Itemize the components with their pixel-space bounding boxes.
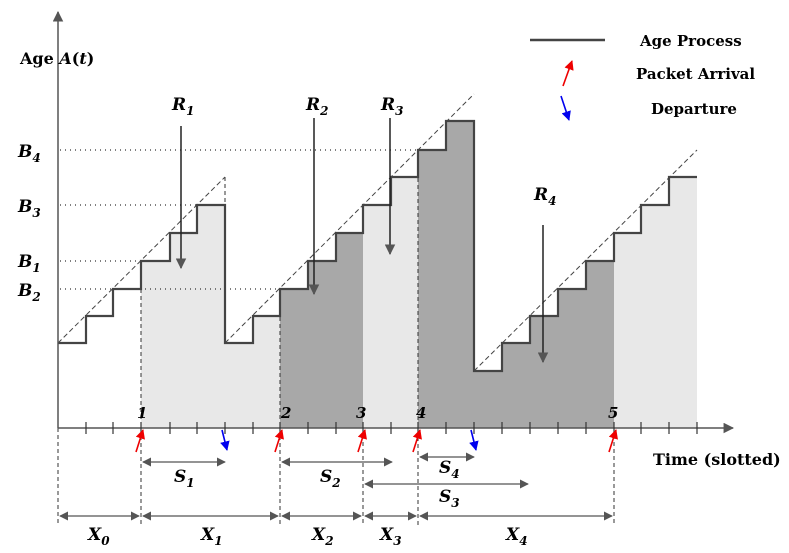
arrival-label-2: 2 (280, 404, 291, 422)
x2-label: X2 (311, 525, 334, 548)
x4-label: X4 (505, 525, 528, 548)
interval-labels: X0 X1 X2 X3 X4 (87, 525, 528, 548)
y-tick-b2: B2 (17, 281, 41, 304)
level-guides (60, 149, 418, 290)
legend: Age Process Packet Arrival Departure (530, 32, 755, 118)
x3-label: X3 (379, 525, 402, 548)
arrival-arrow-4 (412, 429, 422, 453)
departure-arrow-2 (469, 429, 479, 451)
region-dark-2 (280, 233, 363, 428)
arrival-label-5: 5 (608, 404, 618, 422)
shaded-regions (141, 121, 697, 428)
r4-label: R4 (533, 185, 557, 208)
y-tick-b1: B1 (17, 252, 41, 275)
r1-label: R1 (171, 95, 195, 118)
r3-label: R3 (380, 95, 404, 118)
legend-departure-icon (560, 95, 571, 121)
region-light-5 (614, 177, 697, 428)
service-labels: S1 S2 S4 S3 (174, 458, 460, 510)
y-tick-labels: B4 B3 B1 B2 (17, 142, 41, 304)
region-light-3 (363, 177, 418, 428)
age-process-line (58, 119, 697, 373)
s1-label: S1 (174, 467, 195, 490)
r-arrows (175, 118, 549, 364)
arrival-arrow-5 (608, 429, 618, 453)
arrival-arrows (135, 60, 618, 453)
arrival-arrow-2 (274, 429, 284, 453)
legend-arrival-icon (562, 60, 574, 87)
s2-label: S2 (320, 467, 341, 490)
arrival-arrow-1 (135, 429, 145, 453)
slope-2 (224, 93, 475, 344)
x1-label: X1 (200, 525, 223, 548)
departure-arrows (220, 95, 571, 451)
y-axis-label: Age A(t) (19, 49, 94, 68)
arrival-arrow-3 (357, 429, 367, 453)
s4-label: S4 (439, 458, 460, 481)
x-axis-label: Time (slotted) (653, 450, 781, 469)
legend-packet-arrival: Packet Arrival (636, 65, 755, 83)
r-labels: R1 R2 R3 R4 (171, 95, 557, 208)
r2-label: R2 (305, 95, 329, 118)
arrival-label-4: 4 (416, 404, 426, 422)
region-dark-4 (418, 121, 614, 428)
service-arrows (142, 452, 529, 489)
arrival-label-1: 1 (137, 404, 147, 422)
x0-label: X0 (87, 525, 110, 548)
arrival-number-labels: 1 2 3 4 5 (137, 404, 618, 422)
departure-arrow-1 (220, 429, 230, 451)
boundary-lines (57, 150, 615, 525)
legend-age-process: Age Process (639, 32, 742, 50)
y-tick-b3: B3 (17, 197, 41, 220)
legend-departure: Departure (651, 100, 737, 118)
s3-label: S3 (439, 487, 460, 510)
y-tick-b4: B4 (17, 142, 41, 165)
arrival-label-3: 3 (356, 404, 366, 422)
